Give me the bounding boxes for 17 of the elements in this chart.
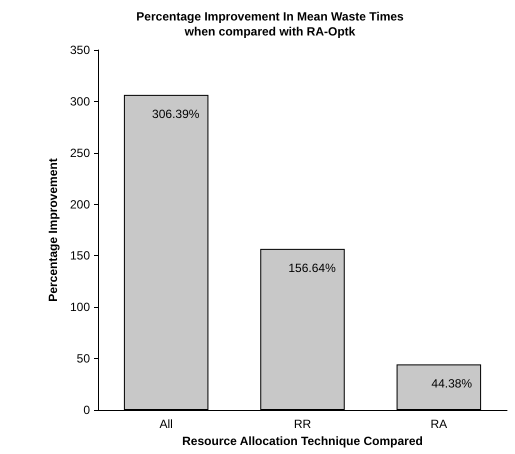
chart-title: Percentage Improvement In Mean Waste Times when compared with RA-Optk [136, 10, 404, 38]
y-tick-label: 50 [76, 352, 90, 366]
data-label: 306.39% [152, 106, 200, 121]
y-tick-label: 350 [70, 43, 90, 57]
y-tick-label: 200 [70, 197, 90, 212]
y-tick-label: 0 [83, 403, 90, 417]
y-tick-label: 150 [70, 248, 90, 263]
x-tick-label: RR [294, 417, 312, 431]
x-tick-label: All [159, 417, 173, 431]
x-axis-title: Resource Allocation Technique Compared [182, 434, 423, 448]
y-tick-label: 250 [70, 146, 90, 160]
data-label: 44.38% [431, 376, 472, 390]
y-axis-title: Percentage Improvement [46, 158, 60, 302]
x-tick-label: RA [430, 417, 448, 431]
y-tick-label: 300 [70, 94, 90, 108]
data-label: 156.64% [288, 260, 336, 275]
y-tick-label: 100 [70, 300, 90, 314]
